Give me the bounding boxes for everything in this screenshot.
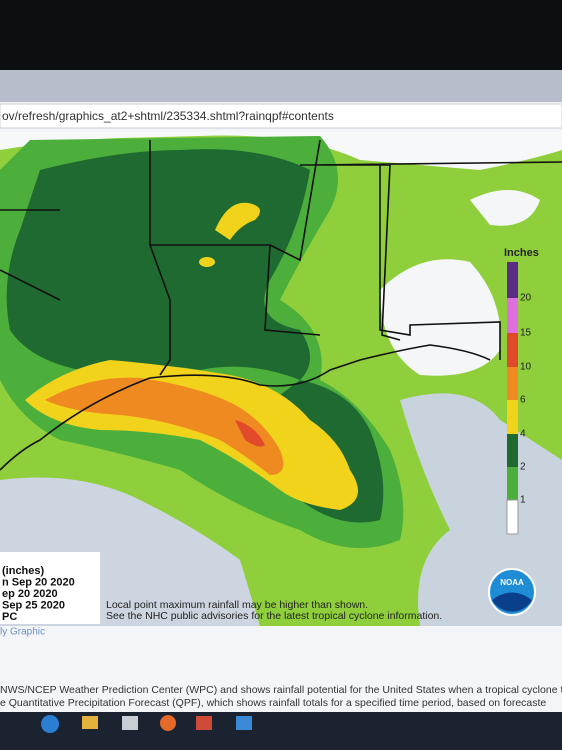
dry-area-ne	[470, 190, 540, 226]
info-line: ep 20 2020	[2, 588, 58, 600]
rain-yellow-spot	[199, 257, 215, 267]
edge-icon[interactable]	[41, 715, 59, 733]
legend-swatch	[507, 467, 518, 500]
note: See the NHC public advisories for the la…	[106, 610, 442, 622]
dry-area	[380, 259, 501, 376]
legend-label: 1	[520, 495, 526, 506]
legend-swatch	[507, 367, 518, 400]
browser-toolbar	[0, 70, 562, 102]
bezel	[0, 0, 562, 70]
description: e Quantitative Precipitation Forecast (Q…	[0, 697, 546, 709]
legend-label: 15	[520, 328, 532, 339]
info-line: PC	[2, 611, 17, 623]
app-icon[interactable]	[196, 716, 212, 730]
legend-label: 10	[520, 362, 532, 373]
app-icon[interactable]	[122, 716, 138, 730]
legend-swatch	[507, 298, 518, 333]
state-borders	[0, 139, 562, 471]
legend-label: 4	[520, 429, 526, 440]
rain-red	[235, 420, 265, 447]
firefox-icon[interactable]	[160, 715, 176, 731]
url: ov/refresh/graphics_at2+shtml/235334.sht…	[2, 109, 334, 123]
rain-yellow-n	[215, 202, 260, 240]
address-bar	[0, 103, 562, 129]
gulf	[400, 393, 562, 626]
legend-swatch	[507, 262, 518, 298]
legend-swatch	[507, 333, 518, 367]
noaa-logo-wave	[492, 592, 532, 612]
explorer-icon[interactable]	[82, 716, 98, 729]
info-box	[0, 552, 100, 624]
legend	[506, 262, 519, 535]
calendar-icon[interactable]	[236, 716, 252, 730]
rain-orange	[45, 377, 284, 475]
legend-swatch	[506, 499, 519, 535]
rain-heavy-green	[6, 149, 311, 380]
info-line: n Sep 20 2020	[2, 576, 75, 588]
legend-swatch	[507, 400, 518, 434]
note: Local point maximum rainfall may be high…	[106, 599, 368, 611]
info-line: Sep 25 2020	[2, 599, 65, 611]
rainfall-map	[0, 132, 562, 626]
legend-label: 20	[520, 293, 532, 304]
description: NWS/NCEP Weather Prediction Center (WPC)…	[0, 684, 562, 696]
legend-swatch	[507, 434, 518, 467]
noaa-logo-text: NOAA	[500, 578, 524, 587]
info-line: (inches)	[2, 565, 45, 577]
legend-label: 2	[520, 462, 526, 473]
legend-title: Inches	[504, 247, 539, 259]
graphic-link[interactable]: ly Graphic	[0, 627, 45, 638]
legend-label: 6	[520, 395, 526, 406]
